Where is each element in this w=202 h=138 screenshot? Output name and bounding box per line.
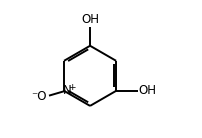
- Text: +: +: [68, 83, 76, 92]
- Text: OH: OH: [81, 13, 99, 26]
- Text: ⁻O: ⁻O: [32, 90, 47, 103]
- Text: OH: OH: [139, 84, 157, 97]
- Text: N: N: [63, 84, 72, 97]
